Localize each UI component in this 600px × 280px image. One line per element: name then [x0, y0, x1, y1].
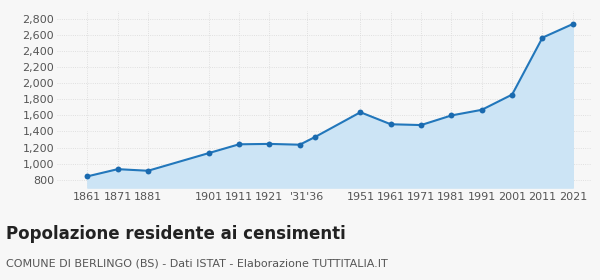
Point [204, 151, 214, 155]
Point [446, 113, 456, 118]
Point [113, 167, 122, 171]
Point [508, 92, 517, 97]
Point [234, 142, 244, 146]
Point [386, 122, 395, 127]
Point [356, 110, 365, 115]
Point [295, 143, 305, 147]
Point [568, 22, 578, 26]
Point [83, 174, 92, 179]
Point [143, 169, 153, 173]
Text: Popolazione residente ai censimenti: Popolazione residente ai censimenti [6, 225, 346, 243]
Point [538, 36, 547, 40]
Point [265, 142, 274, 146]
Point [416, 123, 426, 127]
Text: COMUNE DI BERLINGO (BS) - Dati ISTAT - Elaborazione TUTTITALIA.IT: COMUNE DI BERLINGO (BS) - Dati ISTAT - E… [6, 259, 388, 269]
Point [310, 135, 320, 139]
Point [477, 108, 487, 112]
